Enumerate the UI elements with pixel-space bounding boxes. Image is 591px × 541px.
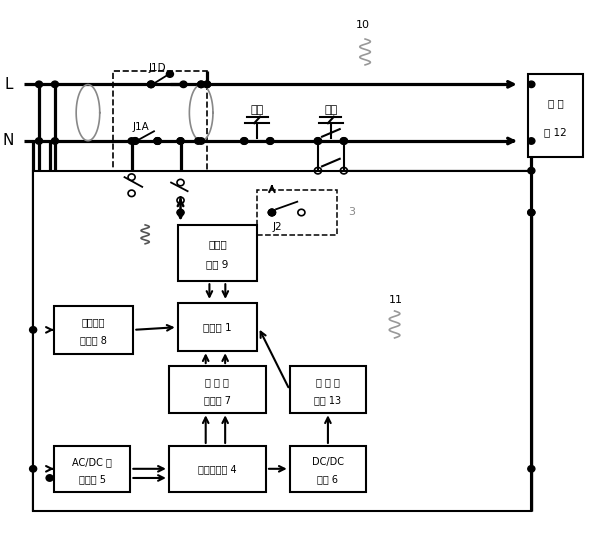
Text: 器 12: 器 12 bbox=[544, 127, 567, 137]
FancyBboxPatch shape bbox=[290, 446, 366, 492]
Circle shape bbox=[197, 81, 204, 88]
Circle shape bbox=[268, 209, 275, 216]
FancyBboxPatch shape bbox=[177, 303, 257, 352]
Circle shape bbox=[154, 138, 161, 144]
Circle shape bbox=[177, 138, 184, 144]
Circle shape bbox=[35, 81, 43, 88]
Text: KM: KM bbox=[326, 179, 342, 189]
Text: 采样器 8: 采样器 8 bbox=[80, 335, 107, 346]
FancyBboxPatch shape bbox=[528, 74, 583, 157]
Text: 11: 11 bbox=[389, 295, 402, 305]
Text: J1D: J1D bbox=[148, 63, 165, 72]
FancyBboxPatch shape bbox=[290, 366, 366, 413]
Text: 接 触: 接 触 bbox=[548, 98, 563, 108]
Circle shape bbox=[132, 138, 139, 144]
Text: 停止: 停止 bbox=[251, 105, 264, 115]
Text: 换芯片 7: 换芯片 7 bbox=[204, 395, 231, 405]
Text: AC/DC 开: AC/DC 开 bbox=[72, 457, 112, 467]
Circle shape bbox=[314, 138, 322, 144]
Text: 电源 6: 电源 6 bbox=[317, 474, 339, 484]
Circle shape bbox=[35, 138, 43, 144]
Circle shape bbox=[528, 466, 535, 472]
Circle shape bbox=[167, 71, 173, 77]
Text: L: L bbox=[4, 77, 12, 92]
Circle shape bbox=[177, 209, 184, 216]
Circle shape bbox=[203, 81, 210, 88]
Circle shape bbox=[528, 167, 535, 174]
FancyBboxPatch shape bbox=[33, 170, 531, 511]
FancyBboxPatch shape bbox=[177, 225, 257, 281]
Circle shape bbox=[148, 81, 155, 88]
Text: 2: 2 bbox=[137, 217, 144, 230]
Circle shape bbox=[51, 81, 59, 88]
Circle shape bbox=[51, 138, 59, 144]
Text: 电 压 转: 电 压 转 bbox=[206, 378, 229, 388]
Text: 10: 10 bbox=[356, 20, 371, 30]
Text: 状态检: 状态检 bbox=[208, 240, 227, 249]
FancyBboxPatch shape bbox=[54, 306, 134, 354]
Text: 测器 9: 测器 9 bbox=[206, 259, 229, 269]
Circle shape bbox=[46, 475, 53, 481]
FancyBboxPatch shape bbox=[169, 366, 266, 413]
Circle shape bbox=[177, 138, 184, 144]
Text: N: N bbox=[3, 134, 14, 148]
Text: 3: 3 bbox=[348, 208, 355, 217]
Text: J1C: J1C bbox=[185, 202, 202, 213]
Circle shape bbox=[340, 138, 348, 144]
FancyBboxPatch shape bbox=[54, 446, 131, 492]
Circle shape bbox=[528, 81, 535, 88]
Text: J1A: J1A bbox=[132, 122, 149, 132]
Circle shape bbox=[268, 209, 275, 216]
Text: 电 压 检: 电 压 检 bbox=[316, 378, 340, 388]
Circle shape bbox=[197, 138, 204, 144]
Circle shape bbox=[180, 81, 187, 88]
FancyBboxPatch shape bbox=[169, 446, 266, 492]
Text: 测器 13: 测器 13 bbox=[314, 395, 342, 405]
Circle shape bbox=[203, 81, 210, 88]
Text: J1B: J1B bbox=[139, 194, 155, 204]
Circle shape bbox=[241, 138, 248, 144]
Text: 启动: 启动 bbox=[324, 105, 337, 115]
Text: J2: J2 bbox=[273, 221, 282, 232]
Text: 关电源 5: 关电源 5 bbox=[79, 474, 106, 484]
Text: 交流电压: 交流电压 bbox=[82, 318, 105, 327]
Text: 单片机 1: 单片机 1 bbox=[203, 322, 232, 332]
Text: 储能电容组 4: 储能电容组 4 bbox=[198, 464, 236, 474]
Circle shape bbox=[528, 209, 535, 216]
Text: DC/DC: DC/DC bbox=[312, 457, 344, 467]
Circle shape bbox=[154, 138, 161, 144]
Circle shape bbox=[30, 327, 37, 333]
Circle shape bbox=[267, 138, 274, 144]
Circle shape bbox=[30, 466, 37, 472]
Circle shape bbox=[528, 138, 535, 144]
Circle shape bbox=[528, 209, 535, 216]
Circle shape bbox=[197, 81, 204, 88]
Circle shape bbox=[194, 138, 202, 144]
Circle shape bbox=[128, 138, 135, 144]
